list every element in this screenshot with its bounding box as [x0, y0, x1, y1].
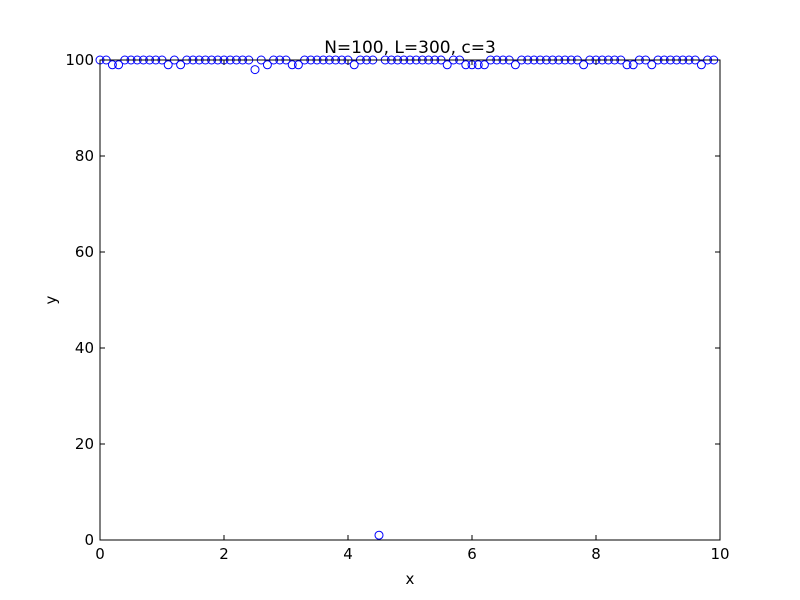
x-tick-label: 8 — [591, 545, 601, 563]
x-tick-label: 4 — [343, 545, 353, 563]
data-point — [107, 60, 117, 70]
x-tick-label: 6 — [467, 545, 477, 563]
data-point — [647, 60, 657, 70]
y-axis-label: y — [42, 295, 60, 304]
data-point — [696, 60, 706, 70]
y-tick-label: 40 — [75, 339, 94, 357]
data-point — [579, 60, 589, 70]
data-point — [349, 60, 359, 70]
y-tick-label: 0 — [84, 531, 94, 549]
data-point — [163, 60, 173, 70]
chart-title: N=100, L=300, c=3 — [324, 38, 496, 58]
x-tick-label: 2 — [219, 545, 229, 563]
x-tick-label: 10 — [710, 545, 729, 563]
data-point — [461, 60, 471, 70]
data-point — [262, 60, 272, 70]
y-tick-label: 20 — [75, 435, 94, 453]
y-tick-label: 80 — [75, 147, 94, 165]
data-point — [250, 65, 260, 75]
x-axis-label: x — [406, 570, 415, 588]
data-point — [628, 60, 638, 70]
data-point — [473, 60, 483, 70]
x-tick-label: 0 — [95, 545, 105, 563]
plot-frame — [99, 59, 721, 541]
data-point — [510, 60, 520, 70]
y-tick-label: 60 — [75, 243, 94, 261]
data-point — [622, 60, 632, 70]
y-tick-label: 100 — [65, 51, 94, 69]
data-point — [442, 60, 452, 70]
data-point — [374, 530, 384, 540]
data-point — [114, 60, 124, 70]
data-point — [287, 60, 297, 70]
data-point — [479, 60, 489, 70]
data-point — [176, 60, 186, 70]
data-point — [293, 60, 303, 70]
